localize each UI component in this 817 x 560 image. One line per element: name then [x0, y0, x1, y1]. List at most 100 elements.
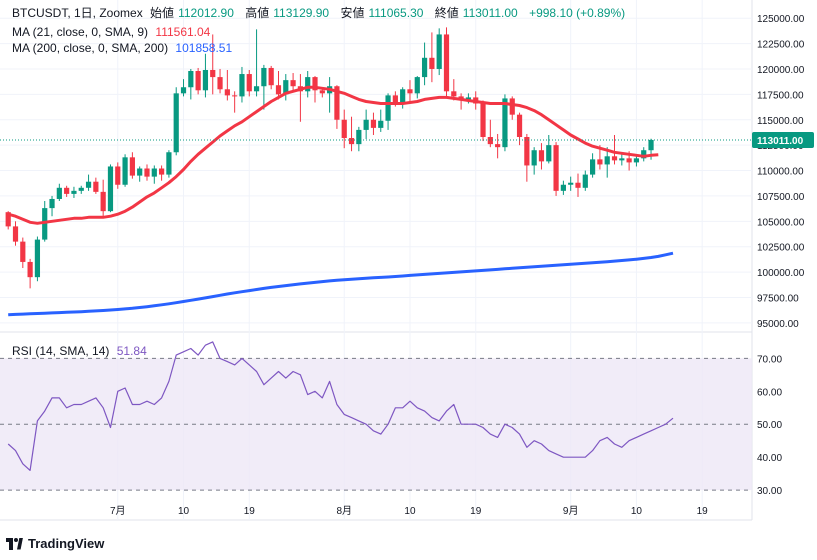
candle-body — [370, 119, 377, 128]
candle-body — [633, 158, 640, 163]
candle-body — [64, 187, 70, 194]
candle-body — [71, 190, 77, 194]
candle-body — [604, 156, 610, 165]
tradingview-logo-icon — [6, 537, 23, 550]
price-tick-label: 107500.00 — [757, 192, 805, 203]
close-label: 終値 113011.00 — [434, 6, 518, 20]
candle-body — [305, 77, 311, 92]
candle-body — [385, 95, 391, 121]
price-tick-label: 115000.00 — [757, 116, 804, 127]
rsi-legend[interactable]: RSI (14, SMA, 14) 51.84 — [12, 343, 151, 359]
high-label: 高値 113129.90 — [245, 6, 330, 20]
candle-body — [283, 80, 289, 95]
open-value: 112012.90 — [178, 6, 234, 20]
candle-body — [538, 150, 545, 162]
ma200-label: MA (200, close, 0, SMA, 200) — [12, 41, 169, 55]
candle-body — [20, 241, 26, 262]
candle-body — [180, 87, 187, 94]
price-tick-label: 110000.00 — [757, 167, 804, 178]
price-axis: 125000.00 122500.00 120000.00 117500.00 1150… — [0, 14, 814, 497]
price-tick-label: 125000.00 — [757, 14, 805, 25]
candle-body — [465, 97, 472, 100]
candle-body — [166, 152, 172, 175]
price-tick-label: 117500.00 — [757, 90, 804, 101]
high-value: 113129.90 — [273, 6, 330, 20]
tradingview-logo[interactable]: TradingView — [6, 536, 104, 551]
price-tick-label: 100000.00 — [757, 268, 805, 279]
candle-body — [546, 145, 552, 162]
candle-body — [49, 198, 55, 209]
ma200-line — [8, 251, 674, 317]
candle-body — [85, 181, 92, 188]
rsi-tick-label: 60.00 — [757, 387, 782, 398]
low-value: 111065.30 — [368, 6, 424, 20]
ma200-value: 101858.51 — [175, 41, 233, 55]
candle-body — [42, 208, 48, 240]
candle-body — [356, 129, 362, 145]
candle-body — [648, 139, 654, 151]
candle-body — [144, 168, 150, 177]
candle-body — [312, 77, 318, 91]
price-tick-label: 120000.00 — [757, 65, 805, 76]
candle-body — [582, 174, 588, 188]
candle-body — [137, 168, 143, 176]
candle-body — [451, 91, 457, 97]
candle-body — [341, 119, 347, 139]
price-tick-label: 122500.00 — [757, 40, 805, 51]
rsi-value: 51.84 — [116, 344, 147, 358]
candle-body — [531, 150, 537, 166]
rsi-tick-label: 40.00 — [757, 453, 782, 464]
candle-body — [253, 86, 260, 92]
last-price-badge — [752, 131, 814, 148]
candle-body — [443, 34, 450, 92]
last-price-label: 113011.00 — [757, 136, 804, 147]
price-tick-label: 97500.00 — [757, 293, 799, 304]
candle-body — [56, 187, 62, 199]
candle-body — [275, 85, 282, 95]
candle-body — [34, 239, 41, 278]
candle-body — [487, 137, 493, 145]
candle-body — [129, 157, 135, 176]
ma200-legend[interactable]: MA (200, close, 0, SMA, 200) 101858.51 — [12, 40, 236, 56]
candle-body — [217, 77, 223, 90]
candle-body — [100, 191, 106, 212]
candle-body — [568, 182, 574, 185]
candle-body — [378, 120, 384, 128]
candle-body — [224, 89, 230, 96]
candle-body — [122, 157, 128, 185]
rsi-label: RSI (14, SMA, 14) — [12, 344, 110, 358]
time-tick-label: 9月 — [563, 505, 579, 517]
ma21-label: MA (21, close, 0, SMA, 9) — [12, 25, 149, 39]
candle-body — [188, 71, 194, 88]
candle-body — [429, 57, 435, 69]
candle-body — [414, 77, 420, 94]
candle-body — [597, 159, 603, 165]
candle-body — [78, 187, 84, 191]
candle-body — [27, 261, 33, 278]
candle-body — [107, 166, 114, 212]
candle-body — [400, 89, 406, 103]
candle-body — [202, 69, 209, 91]
candle-body — [502, 98, 508, 148]
candle-body — [348, 138, 355, 145]
candlestick-series — [5, 27, 654, 289]
candle-body — [5, 212, 11, 227]
rsi-line — [7, 341, 674, 471]
ma21-legend[interactable]: MA (21, close, 0, SMA, 9) 111561.04 — [12, 24, 214, 40]
time-tick-label: 10 — [631, 506, 643, 517]
candle-body — [619, 158, 625, 161]
candle-body — [626, 158, 632, 163]
time-tick-label: 10 — [404, 506, 416, 517]
candle-body — [590, 159, 596, 175]
candle-body — [641, 150, 647, 159]
time-tick-label: 10 — [178, 506, 190, 517]
price-tick-label: 95000.00 — [757, 319, 799, 330]
candle-body — [151, 168, 157, 177]
rsi-tick-label: 30.00 — [757, 486, 782, 497]
time-tick-label: 19 — [244, 506, 256, 517]
candle-body — [12, 226, 19, 242]
candle-body — [290, 80, 296, 87]
candle-body — [363, 119, 369, 130]
candle-body — [436, 34, 442, 69]
